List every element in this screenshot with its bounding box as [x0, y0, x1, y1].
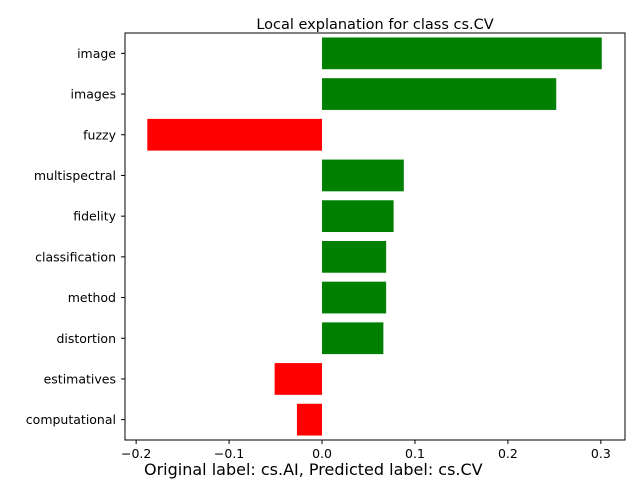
bar-method [322, 281, 387, 314]
y-axis-ticks: image images fuzzy multispectral fidelity cla… [26, 46, 125, 427]
y-tick-label: method [68, 290, 116, 305]
y-tick-label: classification [35, 249, 116, 264]
y-tick-label: images [71, 87, 116, 102]
y-tick-label: image [77, 46, 116, 61]
y-tick-label: multispectral [34, 168, 116, 183]
x-tick-label: −0.2 [121, 446, 151, 461]
bar-computational [296, 403, 323, 436]
x-tick-label: 0.3 [591, 446, 611, 461]
chart-title: Local explanation for class cs.CV [256, 17, 493, 33]
x-tick-label: −0.1 [214, 446, 244, 461]
y-tick-label: computational [26, 412, 116, 427]
x-tick-label: 0.0 [312, 446, 332, 461]
plot-frame [124, 32, 626, 441]
y-tick-label: estimatives [44, 371, 116, 386]
bar-images [322, 78, 557, 110]
bar-image [322, 37, 602, 70]
bars-group [147, 37, 602, 436]
bar-distortion [322, 322, 384, 355]
x-axis-ticks: −0.2 −0.1 0.0 0.1 0.2 0.3 [121, 440, 611, 461]
y-tick-label: distortion [56, 331, 116, 346]
bar-classification [322, 240, 387, 273]
prediction-caption: Original label: cs.AI, Predicted label: … [144, 460, 483, 479]
bar-fuzzy [147, 118, 323, 151]
bar-multispectral [322, 159, 404, 192]
y-tick-label: fuzzy [83, 127, 116, 142]
x-tick-label: 0.2 [498, 446, 518, 461]
x-tick-label: 0.1 [405, 446, 425, 461]
bar-estimatives [274, 363, 323, 395]
bar-fidelity [322, 200, 394, 233]
y-tick-label: fidelity [73, 209, 116, 224]
